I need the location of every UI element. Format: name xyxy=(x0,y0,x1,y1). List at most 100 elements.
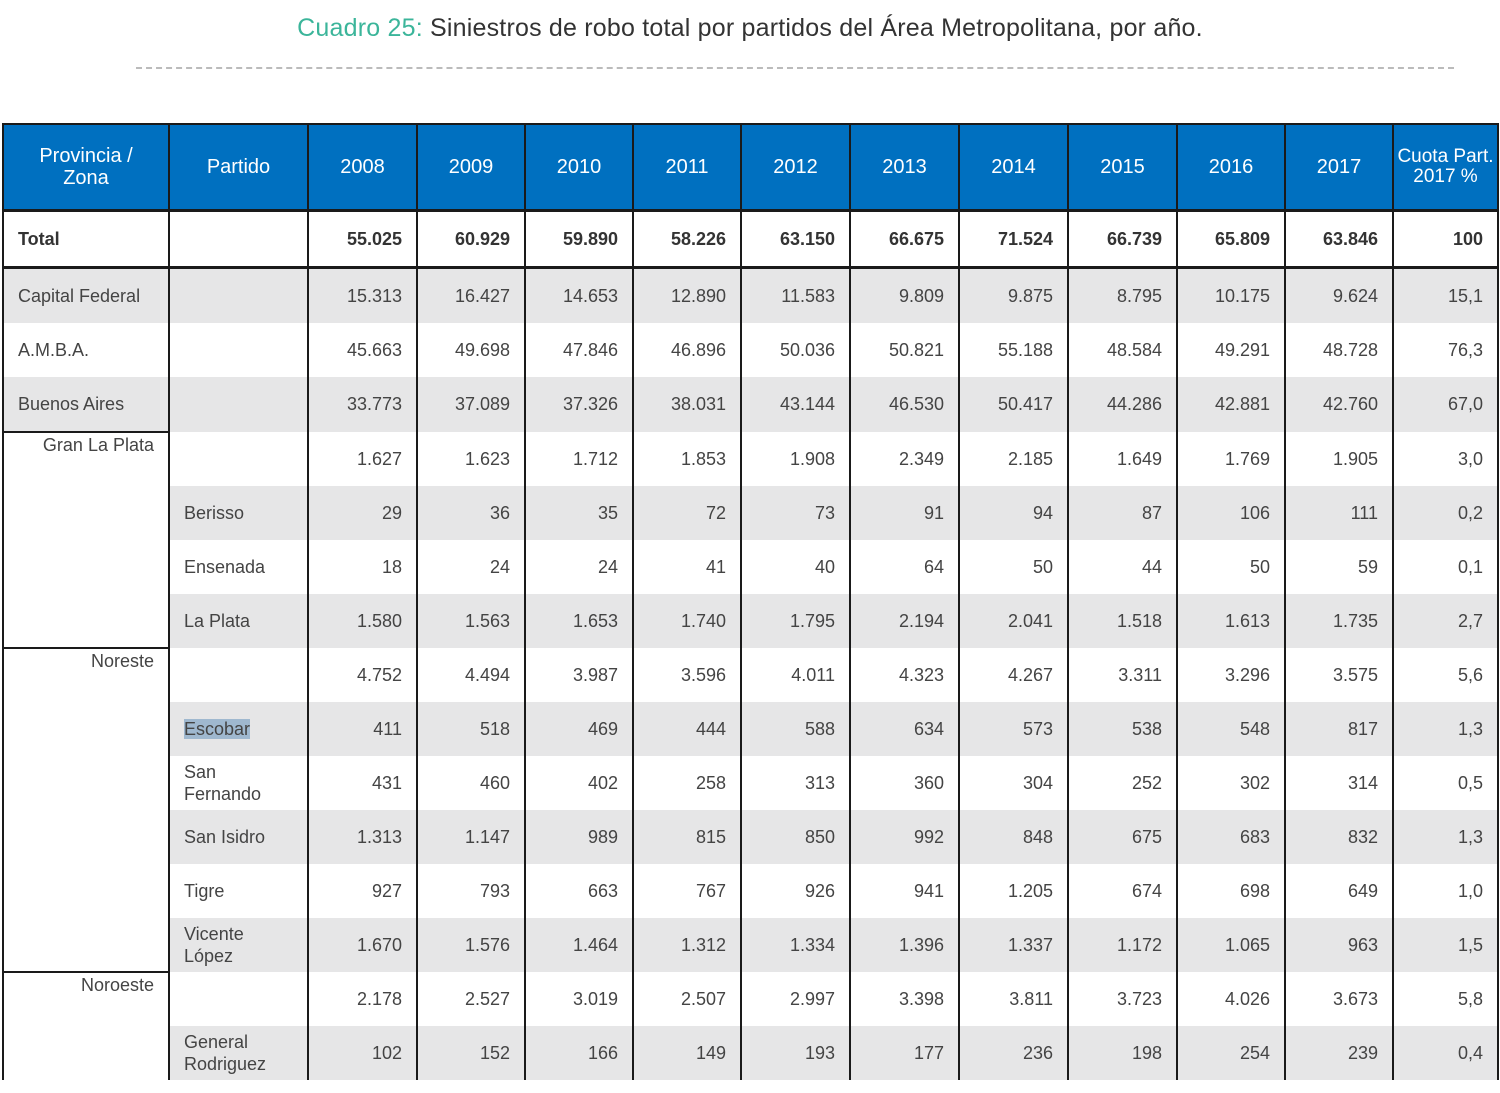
table-row: Capital Federal 15.313 16.427 14.653 12.890 1… xyxy=(2,267,1499,323)
value-cell: 50 xyxy=(1176,540,1286,594)
empty-cell xyxy=(168,432,309,486)
value-cell: 59.890 xyxy=(524,210,634,269)
value-cell: 2.997 xyxy=(740,972,851,1026)
column-header: 2012 xyxy=(740,123,851,212)
partido-name: La Plata xyxy=(184,610,251,631)
column-header: 2013 xyxy=(849,123,960,212)
robbery-table: Provincia / Zona Partido 2008 2009 2010 2011 2… xyxy=(2,123,1499,1080)
value-cell: 177 xyxy=(849,1026,960,1080)
value-cell: 55.188 xyxy=(958,323,1069,377)
column-header: 2009 xyxy=(416,123,526,212)
value-cell: 848 xyxy=(958,810,1069,864)
value-cell: 538 xyxy=(1067,702,1178,756)
column-header: 2017 xyxy=(1284,123,1394,212)
value-cell: 35 xyxy=(524,486,634,540)
value-cell: 46.530 xyxy=(849,377,960,432)
value-cell: 3.723 xyxy=(1067,972,1178,1026)
value-cell: 1.670 xyxy=(307,918,418,972)
partido-name: General Rodriguez xyxy=(184,1032,267,1074)
value-cell: 573 xyxy=(958,702,1069,756)
value-cell: 683 xyxy=(1176,810,1286,864)
row-label: Buenos Aires xyxy=(2,377,170,432)
partido-row: Berisso 29 36 35 72 73 91 94 87 106 111 0,2 xyxy=(3,486,1499,540)
partido-row: Ensenada 18 24 24 41 40 64 50 44 50 59 0,1 xyxy=(3,540,1499,594)
value-cell: 518 xyxy=(416,702,526,756)
column-header: 2008 xyxy=(307,123,418,212)
empty-cell xyxy=(168,972,309,1026)
value-cell: 1.396 xyxy=(849,918,960,972)
value-cell: 12.890 xyxy=(632,267,742,323)
column-header: 2016 xyxy=(1176,123,1286,212)
value-cell: 674 xyxy=(1067,864,1178,918)
value-cell: 63.150 xyxy=(740,210,851,269)
value-cell: 963 xyxy=(1284,918,1394,972)
value-cell: 50.417 xyxy=(958,377,1069,432)
value-cell: 817 xyxy=(1284,702,1394,756)
value-cell: 1.853 xyxy=(632,432,742,486)
empty-cell xyxy=(168,377,309,432)
value-cell: 4.323 xyxy=(849,648,960,702)
row-label: Total xyxy=(2,210,170,269)
value-cell: 402 xyxy=(524,756,634,810)
value-cell: 49.698 xyxy=(416,323,526,377)
value-cell: 1,5 xyxy=(1392,918,1499,972)
partido-label: Berisso xyxy=(168,486,309,540)
value-cell: 9.809 xyxy=(849,267,960,323)
dashed-divider xyxy=(136,67,1454,69)
value-cell: 313 xyxy=(740,756,851,810)
partido-row: La Plata 1.580 1.563 1.653 1.740 1.795 2.194 2.… xyxy=(3,594,1499,648)
value-cell: 3.311 xyxy=(1067,648,1178,702)
empty-cell xyxy=(168,323,309,377)
column-header: 2014 xyxy=(958,123,1069,212)
value-cell: 16.427 xyxy=(416,267,526,323)
row-label: Capital Federal xyxy=(2,267,170,323)
value-cell: 36 xyxy=(416,486,526,540)
value-cell: 37.326 xyxy=(524,377,634,432)
value-cell: 815 xyxy=(632,810,742,864)
value-cell: 1.518 xyxy=(1067,594,1178,648)
value-cell: 663 xyxy=(524,864,634,918)
value-cell: 18 xyxy=(307,540,418,594)
value-cell: 793 xyxy=(416,864,526,918)
value-cell: 42.760 xyxy=(1284,377,1394,432)
value-cell: 1,3 xyxy=(1392,810,1499,864)
value-cell: 649 xyxy=(1284,864,1394,918)
value-cell: 1.623 xyxy=(416,432,526,486)
value-cell: 50 xyxy=(958,540,1069,594)
value-cell: 10.175 xyxy=(1176,267,1286,323)
partido-row: San Fernando 431 460 402 258 313 360 304 252 302 3… xyxy=(3,756,1499,810)
value-cell: 66.739 xyxy=(1067,210,1178,269)
value-cell: 149 xyxy=(632,1026,742,1080)
value-cell: 698 xyxy=(1176,864,1286,918)
value-cell: 1.065 xyxy=(1176,918,1286,972)
value-cell: 59 xyxy=(1284,540,1394,594)
value-cell: 40 xyxy=(740,540,851,594)
value-cell: 44.286 xyxy=(1067,377,1178,432)
partido-row: Vicente López 1.670 1.576 1.464 1.312 1.334 1.… xyxy=(3,918,1499,972)
value-cell: 29 xyxy=(307,486,418,540)
zone-label: Noroeste xyxy=(2,972,170,1080)
value-cell: 46.896 xyxy=(632,323,742,377)
value-cell: 360 xyxy=(849,756,960,810)
value-cell: 1.464 xyxy=(524,918,634,972)
value-cell: 832 xyxy=(1284,810,1394,864)
value-cell: 1.563 xyxy=(416,594,526,648)
value-cell: 94 xyxy=(958,486,1069,540)
value-cell: 198 xyxy=(1067,1026,1178,1080)
value-cell: 9.624 xyxy=(1284,267,1394,323)
value-cell: 14.653 xyxy=(524,267,634,323)
value-cell: 3.987 xyxy=(524,648,634,702)
value-cell: 4.267 xyxy=(958,648,1069,702)
value-cell: 4.752 xyxy=(307,648,418,702)
value-cell: 3.398 xyxy=(849,972,960,1026)
partido-name: Ensenada xyxy=(184,556,266,577)
column-header: Provincia / Zona xyxy=(2,123,170,212)
value-cell: 2,7 xyxy=(1392,594,1499,648)
partido-name: San Isidro xyxy=(184,826,266,847)
value-cell: 239 xyxy=(1284,1026,1394,1080)
partido-name: San Fernando xyxy=(184,762,262,804)
zone-row: Gran La Plata 1.627 1.623 1.712 1.853 1.908 2.… xyxy=(2,431,1499,649)
value-cell: 314 xyxy=(1284,756,1394,810)
value-cell: 166 xyxy=(524,1026,634,1080)
value-cell: 3,0 xyxy=(1392,432,1499,486)
